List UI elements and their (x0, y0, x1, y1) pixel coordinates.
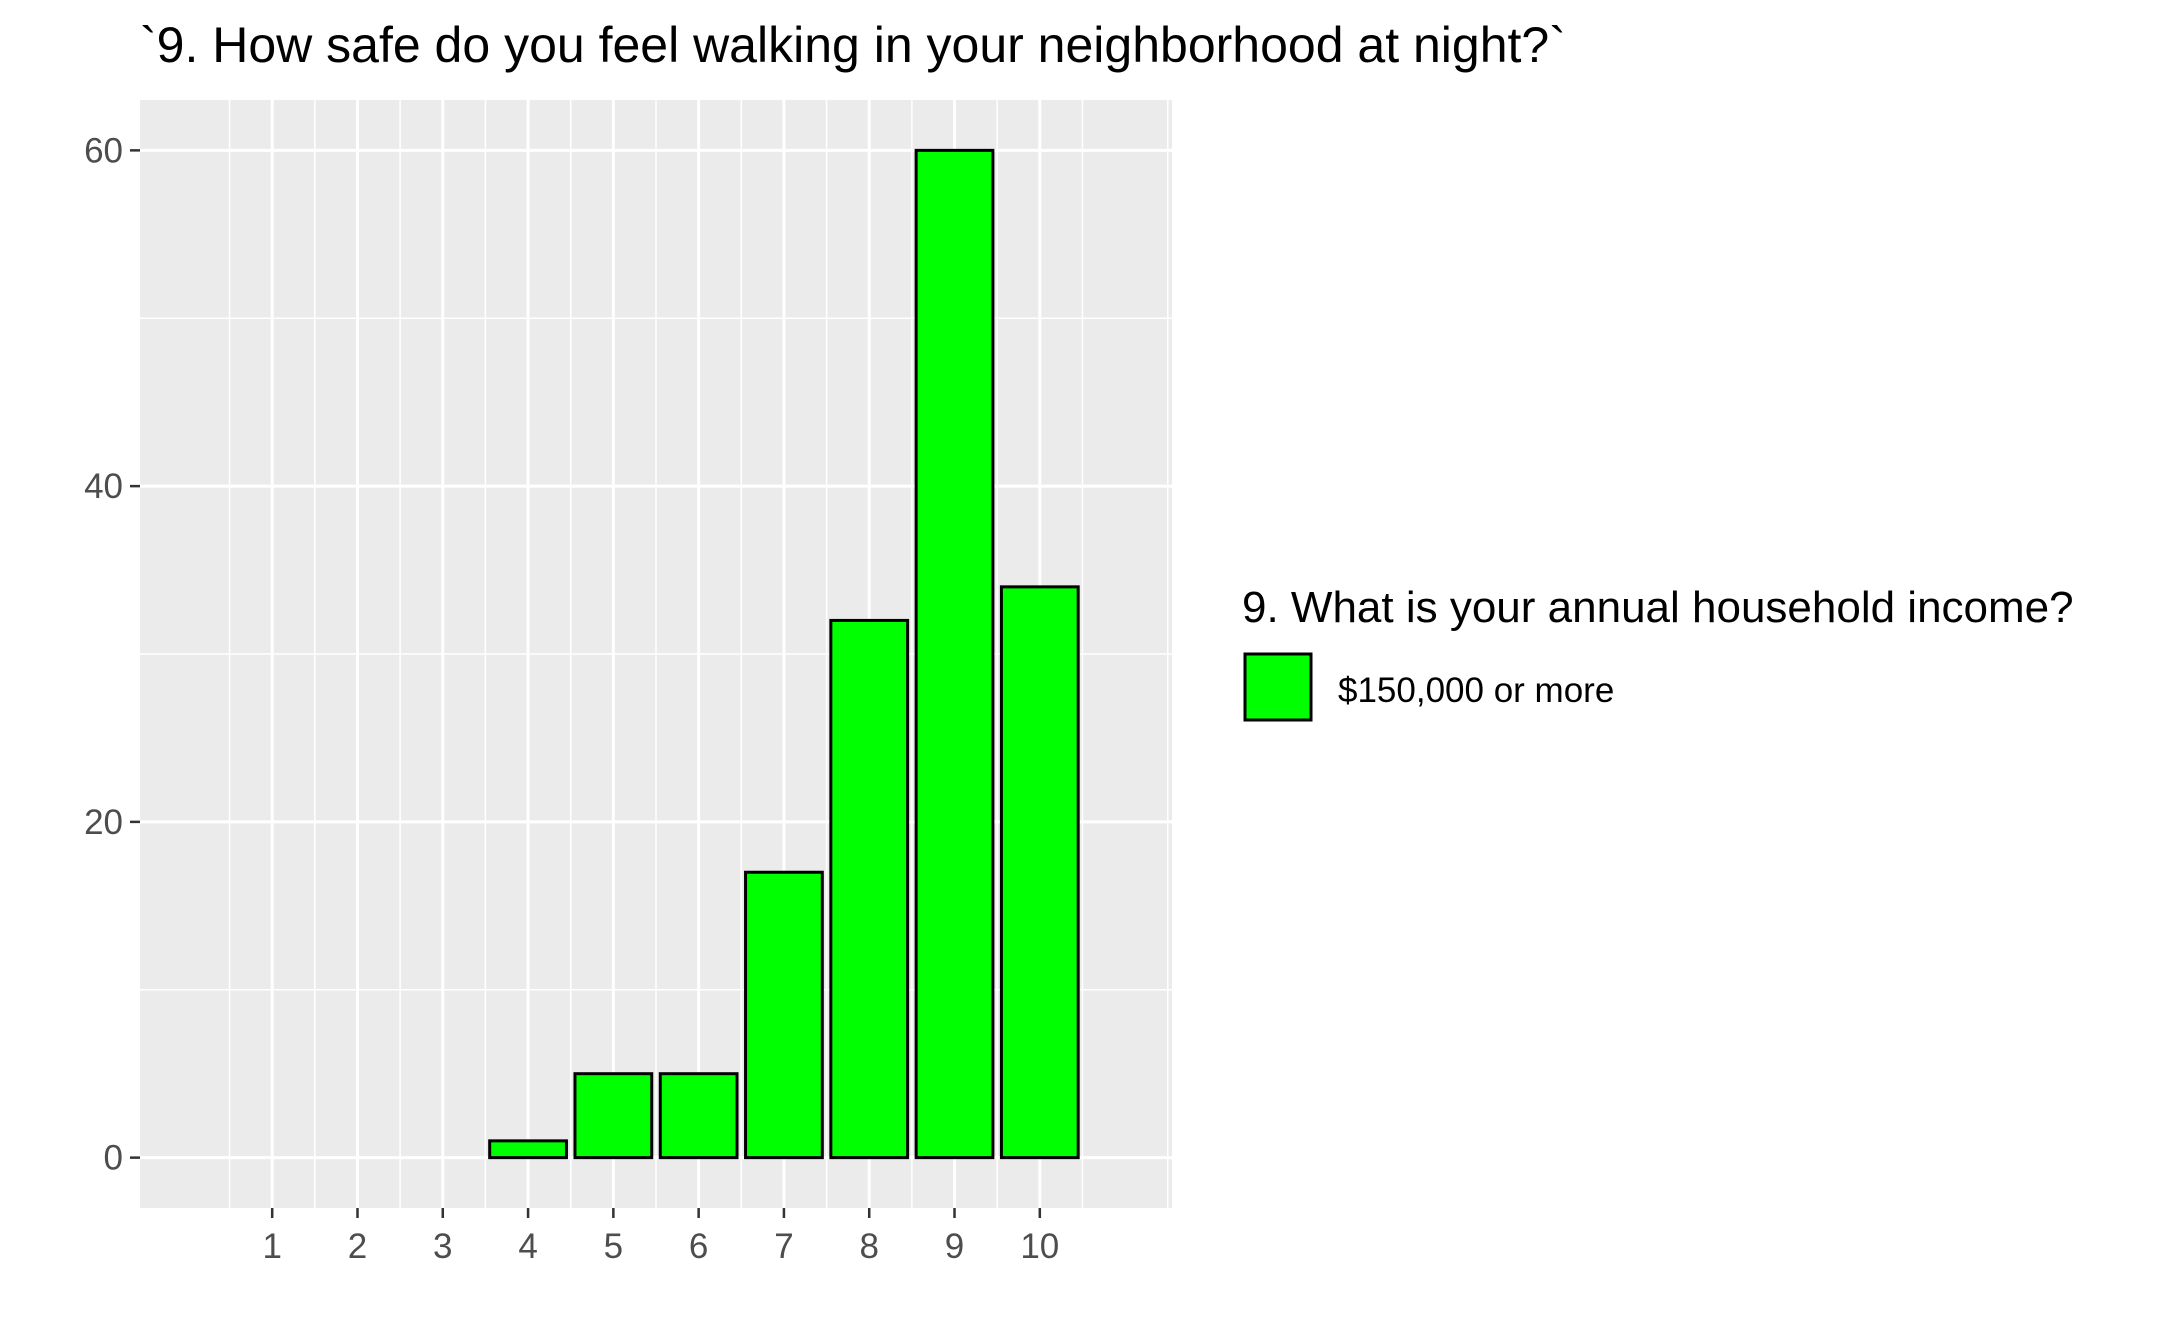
y-tick-label: 20 (84, 803, 123, 842)
x-tick-label: 7 (774, 1227, 793, 1266)
y-tick-label: 0 (104, 1139, 123, 1178)
legend-key-swatch (1243, 652, 1313, 722)
x-tick-label: 2 (348, 1227, 367, 1266)
bar-4 (488, 1139, 568, 1160)
bar-9 (914, 148, 995, 1160)
x-tick-label: 1 (262, 1227, 281, 1266)
legend-title: 9. What is your annual household income? (1242, 583, 2074, 632)
x-tick-label: 10 (1020, 1227, 1059, 1266)
minor-gridlines (140, 100, 1172, 1208)
y-axis: 0 20 40 60 (84, 131, 140, 1178)
bars (488, 148, 1080, 1160)
x-tick-label: 9 (945, 1227, 964, 1266)
x-tick-label: 4 (518, 1227, 537, 1266)
x-tick-label: 3 (433, 1227, 452, 1266)
y-tick-label: 40 (84, 467, 123, 506)
legend: 9. What is your annual household income?… (1242, 583, 2074, 722)
chart-title: `9. How safe do you feel walking in your… (140, 17, 1566, 73)
x-tick-label: 8 (859, 1227, 878, 1266)
x-axis: 1 2 3 4 5 6 7 8 9 10 (262, 1208, 1059, 1266)
x-tick-label: 5 (604, 1227, 623, 1266)
legend-key-label: $150,000 or more (1338, 671, 1614, 710)
bar-10 (999, 585, 1080, 1160)
bar-5 (573, 1072, 654, 1160)
bar-7 (744, 870, 824, 1160)
bar-6 (658, 1072, 739, 1160)
x-tick-label: 6 (689, 1227, 708, 1266)
bar-8 (829, 618, 910, 1160)
y-tick-label: 60 (84, 131, 123, 170)
